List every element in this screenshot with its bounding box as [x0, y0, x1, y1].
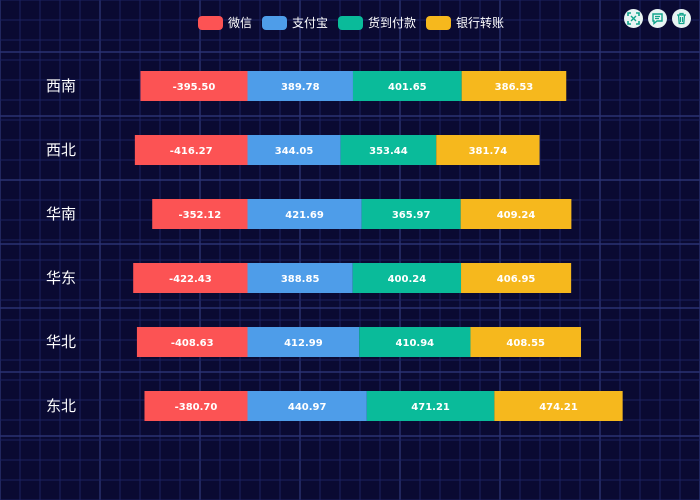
legend-label: 支付宝 [292, 16, 329, 30]
data-label: 381.74 [469, 146, 508, 157]
data-label: -422.43 [169, 274, 212, 285]
data-label: -352.12 [178, 210, 221, 221]
legend-label: 货到付款 [368, 16, 417, 30]
data-label: 353.44 [369, 146, 408, 157]
bar-segment [436, 135, 540, 165]
bar-segment [144, 391, 248, 421]
bar-segment [152, 199, 248, 229]
category-label: 华东 [46, 269, 76, 287]
data-zoom-icon[interactable] [624, 9, 643, 28]
legend-item-cod[interactable]: 货到付款 [338, 14, 416, 31]
bar-segment [461, 71, 567, 101]
data-label: -395.50 [173, 82, 216, 93]
chart-toolbox [624, 9, 691, 28]
legend-swatch [262, 15, 288, 30]
data-label: 408.55 [506, 338, 545, 349]
data-label: 410.94 [396, 338, 435, 349]
bar-segment [470, 327, 582, 357]
bar-segment [247, 199, 362, 229]
data-label: 344.05 [275, 146, 314, 157]
bar-segment [134, 135, 248, 165]
category-label: 华北 [46, 333, 76, 351]
bar-segment [359, 327, 471, 357]
data-label: -408.63 [171, 338, 214, 349]
bar-segment [247, 391, 367, 421]
data-label: 471.21 [411, 402, 450, 413]
bar-segment [352, 263, 462, 293]
legend-item-wechat[interactable]: 微信 [198, 14, 252, 31]
bar-segment [461, 263, 572, 293]
legend-swatch [198, 15, 223, 30]
restore-icon[interactable] [672, 9, 691, 28]
data-label: -416.27 [170, 146, 213, 157]
legend-item-bank-transfer[interactable]: 银行转账 [426, 14, 504, 31]
bar-segment [366, 391, 495, 421]
legend-item-alipay[interactable]: 支付宝 [262, 14, 328, 31]
legend-swatch [338, 15, 364, 30]
legend-swatch [426, 15, 452, 30]
data-label: -380.70 [175, 402, 218, 413]
bar-segment [340, 135, 437, 165]
category-label: 西南 [46, 77, 76, 95]
legend-label: 微信 [228, 16, 253, 30]
data-view-icon[interactable] [648, 9, 667, 28]
data-label: 421.69 [285, 210, 324, 221]
bar-segment [352, 71, 462, 101]
bar-segment [247, 327, 360, 357]
data-label: 401.65 [388, 82, 427, 93]
data-label: 412.99 [284, 338, 323, 349]
data-label: 389.78 [281, 82, 320, 93]
category-label: 西北 [46, 141, 76, 159]
bar-segment [247, 263, 353, 293]
data-label: 474.21 [539, 402, 578, 413]
data-label: 440.97 [288, 402, 327, 413]
bar-segment [361, 199, 461, 229]
bar-segment [140, 71, 248, 101]
bar-segment [247, 71, 353, 101]
bar-segment [133, 263, 248, 293]
bar-segment [494, 391, 623, 421]
bar-segment [247, 135, 341, 165]
bar-segment [460, 199, 572, 229]
category-label: 东北 [46, 397, 76, 415]
data-label: 406.95 [497, 274, 536, 285]
data-label: 388.85 [281, 274, 320, 285]
data-label: 400.24 [388, 274, 427, 285]
data-label: 386.53 [495, 82, 534, 93]
bar-segment [136, 327, 248, 357]
data-label: 409.24 [497, 210, 536, 221]
legend-label: 银行转账 [456, 16, 505, 30]
chart-legend[interactable]: 微信 支付宝 货到付款 银行转账 [198, 14, 504, 31]
data-label: 365.97 [392, 210, 431, 221]
category-label: 华南 [46, 205, 76, 223]
